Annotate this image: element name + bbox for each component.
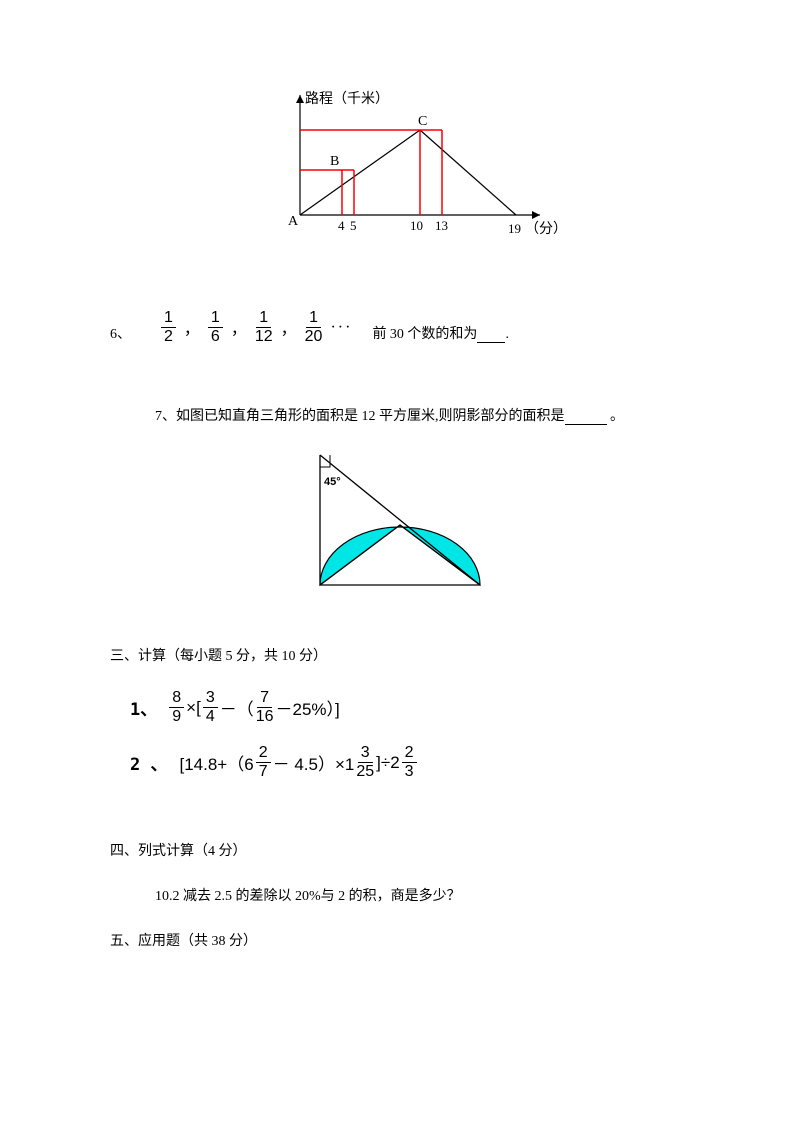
y-axis-label: 路程（千米） bbox=[305, 91, 389, 107]
point-c: C bbox=[418, 114, 427, 129]
fraction-sequence: 12 ， 16 ， 112 ， 120 ··· bbox=[161, 310, 352, 345]
calc-2: 2 、 [14.8+（6 27 － 4.5）×1 325 ]÷2 23 bbox=[130, 745, 693, 780]
section-3-heading: 三、计算（每小题 5 分，共 10 分） bbox=[110, 645, 693, 665]
x-axis-unit: （分） bbox=[525, 221, 567, 235]
distance-time-chart: 路程（千米） A B C 4 5 10 13 19 （分） bbox=[270, 75, 693, 240]
section-4-heading: 四、列式计算（4 分） bbox=[110, 840, 693, 860]
point-b: B bbox=[330, 154, 339, 169]
svg-text:19: 19 bbox=[508, 221, 521, 235]
q4-text: 10.2 减去 2.5 的差除以 20%与 2 的积，商是多少？ bbox=[155, 885, 693, 905]
triangle-figure: 45° bbox=[300, 445, 693, 600]
svg-text:4: 4 bbox=[338, 218, 345, 233]
svg-text:5: 5 bbox=[350, 218, 357, 233]
q6-text: 前 30 个数的和为. bbox=[372, 323, 509, 343]
svg-text:45°: 45° bbox=[324, 476, 341, 488]
svg-text:13: 13 bbox=[435, 218, 448, 233]
question-6: 6、 12 ， 16 ， 112 ， 120 ··· 前 30 个数的和为. bbox=[110, 310, 693, 345]
point-a: A bbox=[288, 214, 299, 229]
calc-1: 1、 89 ×[ 34 －（ 716 －25%）] bbox=[130, 690, 693, 725]
section-5-heading: 五、应用题（共 38 分） bbox=[110, 930, 693, 950]
svg-text:10: 10 bbox=[410, 218, 423, 233]
q6-label: 6、 bbox=[110, 323, 131, 343]
question-7: 7、如图已知直角三角形的面积是 12 平方厘米,则阴影部分的面积是 。 bbox=[155, 405, 693, 425]
